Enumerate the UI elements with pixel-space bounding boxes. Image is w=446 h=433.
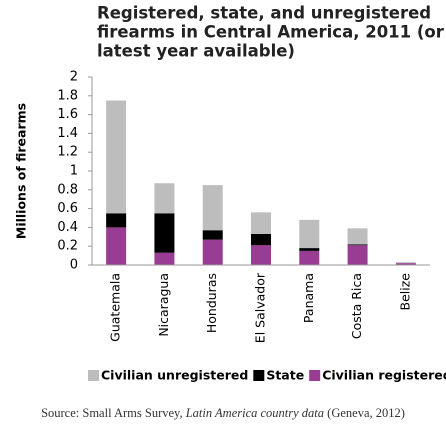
bar-segment xyxy=(106,227,127,265)
x-tick-label: Nicaragua xyxy=(156,273,171,337)
bar-segment xyxy=(395,263,416,265)
x-tick-label: Panama xyxy=(301,273,316,323)
y-axis-label: Millions of firearms xyxy=(14,103,29,239)
bar-segment xyxy=(299,248,320,251)
y-tick-label: 0.6 xyxy=(57,201,78,216)
bar-segment xyxy=(154,183,175,214)
bar-segment xyxy=(251,233,271,246)
legend-swatch xyxy=(309,370,321,381)
bar-segment xyxy=(202,185,223,231)
source-part: Latin America country data xyxy=(185,406,324,420)
legend-swatch xyxy=(253,370,265,381)
y-tick-label: 0 xyxy=(70,258,78,273)
legend-label: Civilian unregistered xyxy=(101,368,248,383)
x-tick-label: El Salvador xyxy=(253,272,268,343)
y-tick-label: 0.8 xyxy=(57,182,78,197)
y-tick-label: 1.2 xyxy=(57,145,78,160)
bar-segment xyxy=(395,262,416,264)
bar-segment xyxy=(202,239,223,265)
source-part: (Geneva, 2012) xyxy=(324,406,405,420)
bar-segment xyxy=(347,244,368,246)
chart-title: Registered, state, and unregistered xyxy=(97,4,431,23)
bar-segment xyxy=(347,245,368,265)
bar-segment xyxy=(251,212,271,234)
bar-segment xyxy=(202,230,223,240)
legend-label: Civilian registered xyxy=(322,368,446,383)
legend-label: State xyxy=(266,368,304,383)
bar-segment xyxy=(299,250,320,265)
y-tick-label: 0.4 xyxy=(57,220,78,235)
x-tick-label: Costa Rica xyxy=(349,273,364,339)
bar-segment xyxy=(154,252,175,265)
bar-segment xyxy=(106,213,127,228)
y-tick-label: 2 xyxy=(70,70,78,85)
legend-swatch xyxy=(88,370,99,381)
bar-segment xyxy=(154,213,175,253)
y-tick-label: 1.8 xyxy=(57,88,78,103)
chart-title: firearms in Central America, 2011 (or xyxy=(97,23,445,42)
bar-segment xyxy=(106,100,127,214)
x-tick-label: Guatemala xyxy=(108,273,123,342)
source: Source: Small Arms Survey, Latin America… xyxy=(41,406,405,420)
y-tick-label: 1.6 xyxy=(57,107,78,122)
bar-segment xyxy=(347,228,368,245)
bar-segment xyxy=(251,245,271,265)
y-tick-label: 1 xyxy=(70,164,78,179)
y-tick-label: 0.2 xyxy=(57,239,78,254)
x-tick-label: Belize xyxy=(397,273,412,311)
x-tick-label: Honduras xyxy=(204,273,219,333)
y-tick-label: 1.4 xyxy=(57,126,78,141)
chart-title: latest year available) xyxy=(97,42,295,61)
source-part: Source: Small Arms Survey, xyxy=(41,406,186,420)
bar-segment xyxy=(299,219,320,249)
